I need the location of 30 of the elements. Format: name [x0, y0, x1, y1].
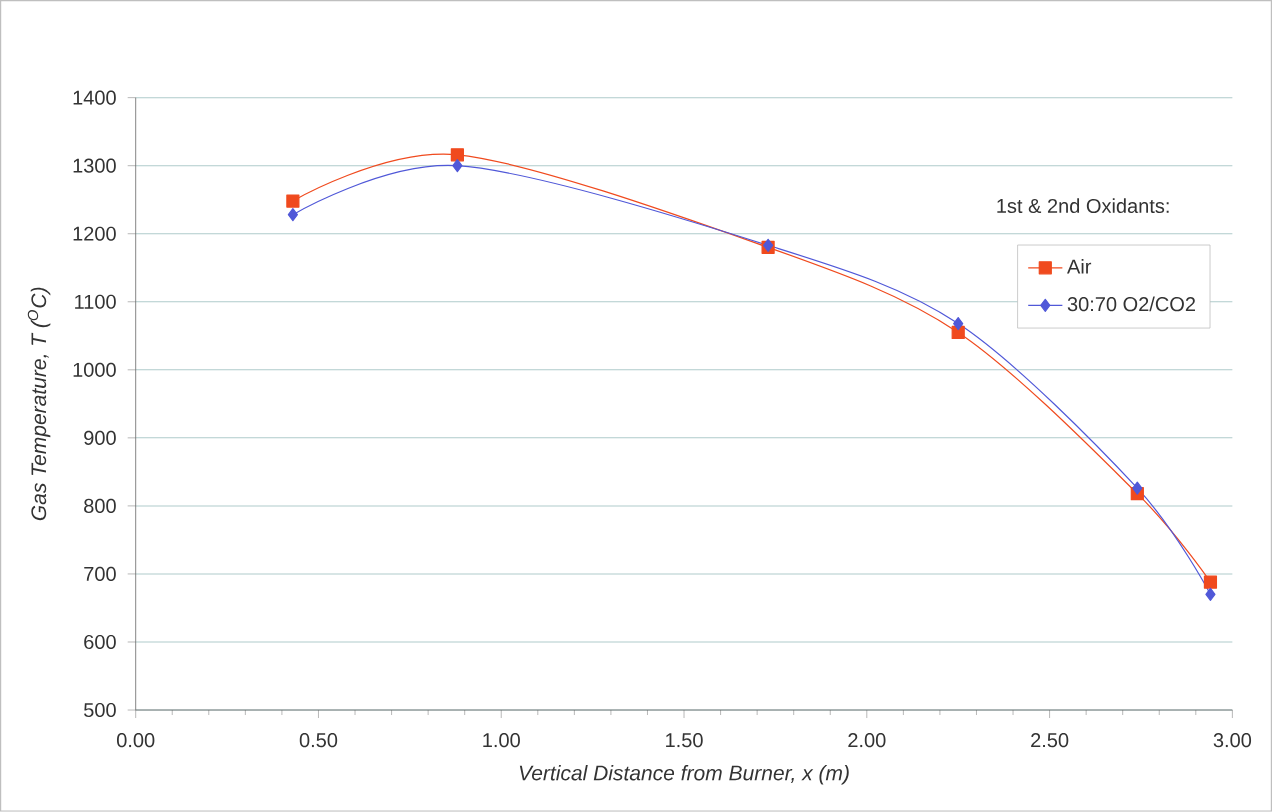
- y-tick-label: 1000: [73, 362, 116, 378]
- point: [286, 194, 300, 208]
- x-tick-label: 2.00: [848, 733, 886, 748]
- point: [452, 159, 463, 173]
- x-tick-label: 1.50: [666, 733, 703, 748]
- x-tick-label: 1.00: [483, 733, 520, 748]
- x-tick-label: 0.50: [299, 733, 338, 748]
- point: [953, 317, 964, 331]
- x-tick-label: 0.00: [117, 733, 155, 748]
- y-tick-label: 700: [84, 567, 116, 582]
- point: [287, 208, 298, 222]
- y-tick-label: 1100: [75, 294, 116, 310]
- y-tick-label: 1300: [73, 158, 116, 173]
- point: [1203, 575, 1218, 589]
- y-tick-label: 500: [84, 703, 116, 718]
- legend-label: Air: [1067, 259, 1092, 274]
- legend-label: 30:70 O2/CO2: [1067, 296, 1196, 312]
- y-tick-label: 800: [84, 498, 116, 514]
- point: [1205, 587, 1216, 602]
- y-tick-label: 600: [84, 635, 116, 650]
- x-tick-label: 3.00: [1213, 733, 1252, 748]
- point: [450, 148, 464, 162]
- x-tick-label: 2.50: [1031, 733, 1069, 748]
- x-axis-title: Vertical Distance from Burner, x (m): [519, 765, 849, 785]
- point: [1132, 481, 1143, 495]
- y-tick-label: 900: [84, 430, 116, 446]
- y-tick-label: 1200: [73, 226, 116, 241]
- y-axis-title: Gas Temperature, T ($^{O}$C): [27, 287, 51, 521]
- legend-title: 1st & 2nd Oxidants:: [997, 198, 1169, 214]
- y-tick-label: 1400: [73, 90, 116, 105]
